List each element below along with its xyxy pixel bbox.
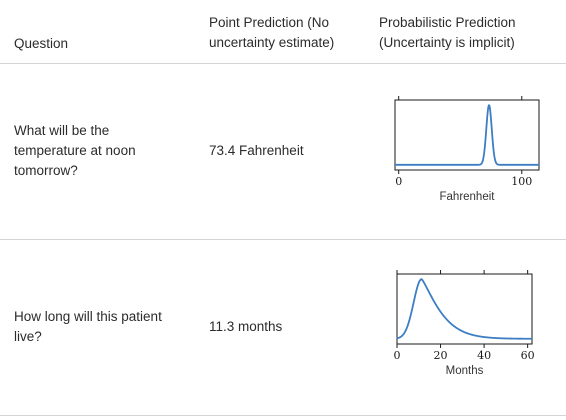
row-2-question-line: live?	[14, 329, 42, 344]
row-1-question-line: What will be the	[14, 123, 110, 138]
x-axis-label: Months	[446, 365, 484, 377]
bottom-divider	[0, 415, 566, 416]
x-tick-label: 0	[395, 175, 402, 188]
density-curve	[394, 104, 540, 166]
x-axis-label: Fahrenheit	[440, 191, 496, 203]
column-header-point: Point Prediction (No uncertainty estimat…	[209, 13, 334, 53]
x-tick-label: 20	[434, 349, 448, 362]
x-tick-label: 40	[477, 349, 491, 362]
plot-frame	[396, 273, 533, 345]
x-tick-label: 0	[394, 349, 401, 362]
row-2-point-prediction: 11.3 months	[209, 319, 283, 334]
survival-density-chart: 0 20 40 60 Months	[394, 270, 535, 377]
column-header-question: Question	[14, 36, 69, 51]
column-header-point-line2: uncertainty estimate)	[209, 35, 335, 50]
column-header-point-line1: Point Prediction (No	[209, 15, 330, 30]
row-1-question: What will be the temperature at noon tom…	[14, 121, 136, 181]
column-header-prob-line1: Probabilistic Prediction	[379, 15, 516, 30]
row-1-question-line: tomorrow?	[14, 163, 78, 178]
row-divider	[0, 239, 566, 240]
row-2-question-line: How long will this patient	[14, 309, 162, 324]
temperature-density-chart: 0 100 Fahrenheit	[394, 96, 540, 203]
density-curve	[396, 278, 533, 340]
x-tick-label: 100	[511, 175, 532, 188]
plot-frame	[394, 99, 540, 171]
row-1-point-prediction: 73.4 Fahrenheit	[209, 143, 304, 158]
column-header-probabilistic: Probabilistic Prediction (Uncertainty is…	[379, 13, 516, 53]
row-1-question-line: temperature at noon	[14, 143, 136, 158]
x-tick-label: 60	[521, 349, 535, 362]
column-header-prob-line2: (Uncertainty is implicit)	[379, 35, 515, 50]
row-2-question: How long will this patient live?	[14, 307, 162, 347]
header-divider	[0, 63, 566, 64]
